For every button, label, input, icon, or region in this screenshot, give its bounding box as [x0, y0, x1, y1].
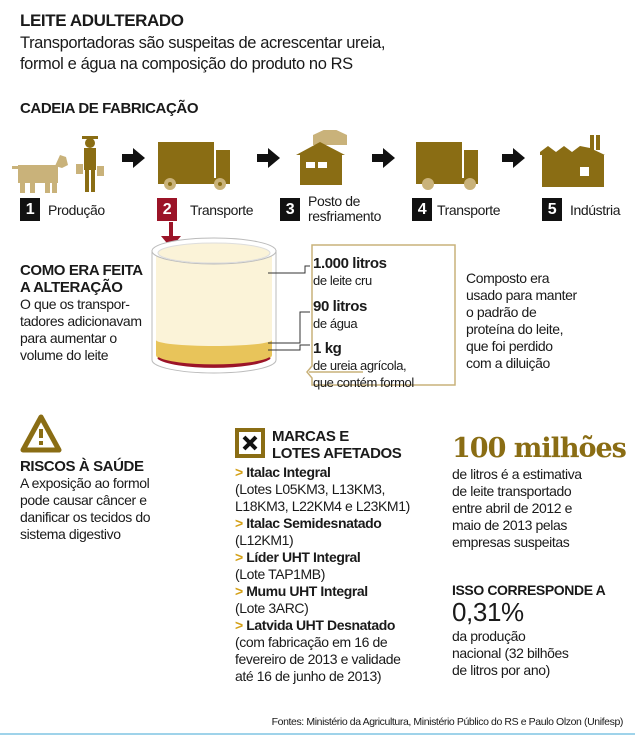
layer-urea: 1 kg de ureia agrícola, que contém formol — [313, 340, 414, 390]
factory-icon — [540, 135, 605, 187]
step-label: Posto de resfriamento — [308, 193, 382, 224]
alteration-text: para aumentar o — [20, 330, 117, 346]
step-label: Transporte — [190, 202, 254, 218]
brand-item: > Líder UHT Integral (Lote TAP1MB) — [235, 549, 445, 583]
callout-text: Composto era usado para manter o padrão de… — [466, 270, 577, 371]
brand-name: > Latvida UHT Desnatado — [235, 617, 396, 633]
alteration-text: volume do leite — [20, 347, 109, 363]
page-title: LEITE ADULTERADO — [20, 11, 184, 30]
brand-item: > Italac Integral (Lotes L05KM3, L13KM3, L… — [235, 464, 445, 515]
brand-lot: L18KM3, L22KM4 e L23KM1) — [235, 498, 410, 514]
sources: Fontes: Ministério da Agricultura, Minis… — [271, 716, 624, 728]
brand-item: > Italac Semidesnatado (L12KM1) — [235, 515, 445, 549]
chevron-right-icon: > — [235, 515, 247, 531]
brand-lot: (Lotes L05KM3, L13KM3, — [235, 481, 385, 497]
brand-item: > Latvida UHT Desnatado (com fabricação e… — [235, 617, 445, 685]
alteration-section: COMO ERA FEITA A ALTERAÇÃO O que os tran… — [20, 262, 143, 364]
subtitle: Transportadoras são suspeitas de acresce… — [20, 33, 386, 75]
layer-milk: 1.000 litros de leite cru — [313, 255, 387, 288]
brand-name: > Italac Semidesnatado — [235, 515, 382, 531]
step-number: 4 — [412, 198, 432, 221]
warning-icon — [20, 414, 62, 453]
production-chain-icons — [12, 130, 605, 193]
truck-icon — [416, 142, 478, 190]
step-label: Indústria — [570, 202, 621, 218]
step-number: 5 — [542, 198, 562, 221]
brand-lot: (com fabricação em 16 de — [235, 634, 388, 650]
layer-water: 90 litros de água — [313, 298, 367, 331]
alteration-text: tadores adicionavam — [20, 313, 142, 329]
brand-lot: fevereiro de 2013 e validade — [235, 651, 401, 667]
brand-lot: (Lote TAP1MB) — [235, 566, 325, 582]
truck-icon — [158, 142, 230, 190]
brand-item: > Mumu UHT Integral (Lote 3ARC) — [235, 583, 445, 617]
chevron-right-icon: > — [235, 617, 247, 633]
bottom-divider — [0, 733, 635, 735]
risks-title: RISCOS À SAÚDE — [20, 458, 144, 475]
red-arrow-icon — [169, 222, 173, 238]
brand-name: > Líder UHT Integral — [235, 549, 361, 565]
step-label: Produção — [48, 202, 105, 218]
brand-lot: até 16 de junho de 2013) — [235, 668, 382, 684]
chevron-right-icon: > — [235, 549, 247, 565]
alteration-title: COMO ERA FEITA — [20, 262, 143, 279]
x-box-icon — [235, 428, 265, 458]
alteration-title: A ALTERAÇÃO — [20, 279, 123, 296]
step-number: 2 — [157, 198, 177, 221]
percent-text: da produção nacional (32 bilhões de litros… — [452, 628, 569, 678]
risks-section: RISCOS À SAÚDE A exposição ao formol pode… — [20, 458, 151, 542]
corresponds-title: ISSO CORRESPONDE A — [452, 582, 606, 598]
subtitle-line: formol e água na composição do produto n… — [20, 55, 353, 73]
step-label: Transporte — [437, 202, 501, 218]
chevron-right-icon: > — [235, 464, 247, 480]
big-stat-text: de litros é a estimativa de leite transpo… — [452, 466, 582, 550]
cooling-station-icon — [296, 130, 347, 185]
arrow-icon — [122, 148, 525, 168]
brand-name: > Italac Integral — [235, 464, 331, 480]
cow-farmer-icon — [12, 155, 68, 193]
brands-list: > Italac Integral (Lotes L05KM3, L13KM3, L… — [235, 464, 445, 685]
chevron-right-icon: > — [235, 583, 247, 599]
brands-title: MARCAS E LOTES AFETADOS — [272, 428, 402, 462]
alteration-text: O que os transpor- — [20, 296, 130, 312]
chain-title: CADEIA DE FABRICAÇÃO — [20, 100, 199, 117]
big-stat: 100 milhões — [452, 433, 627, 464]
step-number: 1 — [20, 198, 40, 221]
farmer-icon — [76, 136, 104, 192]
milk-tank-diagram — [151, 222, 456, 386]
step-number: 3 — [280, 198, 300, 221]
percent-stat: 0,31% — [452, 597, 524, 627]
brand-lot: (L12KM1) — [235, 532, 294, 548]
brand-lot: (Lote 3ARC) — [235, 600, 309, 616]
subtitle-line: Transportadoras são suspeitas de acresce… — [20, 34, 386, 52]
brand-name: > Mumu UHT Integral — [235, 583, 368, 599]
